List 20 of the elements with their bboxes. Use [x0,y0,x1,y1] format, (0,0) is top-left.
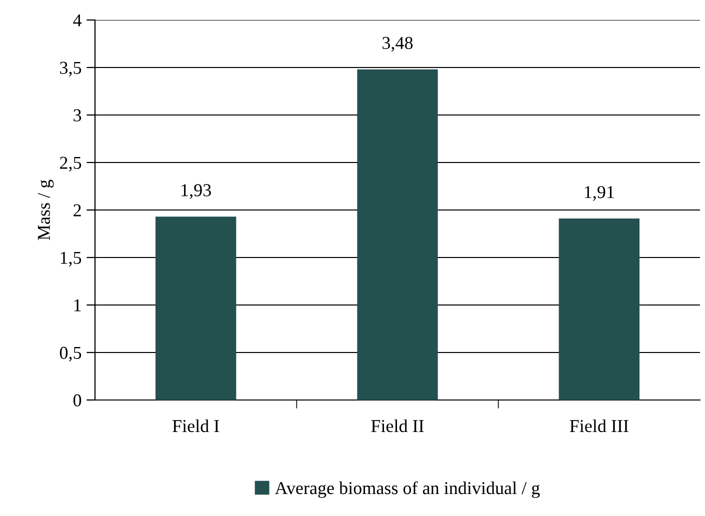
bar [156,216,236,400]
y-tick-label: 1 [74,299,81,312]
y-axis-title: Mass / g [38,180,54,240]
y-tick-label: 1,5 [60,252,82,267]
x-tick-label: Field II [371,419,424,432]
y-tick-label: 4 [73,14,82,26]
y-tick-label: 0 [73,394,82,406]
y-tick-label: 3,5 [60,62,82,77]
x-tick-label: Field I [172,419,220,432]
data-label: 1,91 [584,186,614,201]
y-tick-label: 2,5 [60,156,82,172]
y-tick-label: 2 [74,204,81,216]
data-label: 3,48 [382,36,413,52]
x-tick-label: Field III [570,419,628,432]
data-label: 1,93 [182,184,211,199]
y-tick-label: 0,5 [60,346,82,362]
y-tick-label: 3 [74,109,82,122]
bar [357,69,438,400]
legend-label: Average biomass of an individual / g [274,481,540,498]
bar [558,218,640,400]
